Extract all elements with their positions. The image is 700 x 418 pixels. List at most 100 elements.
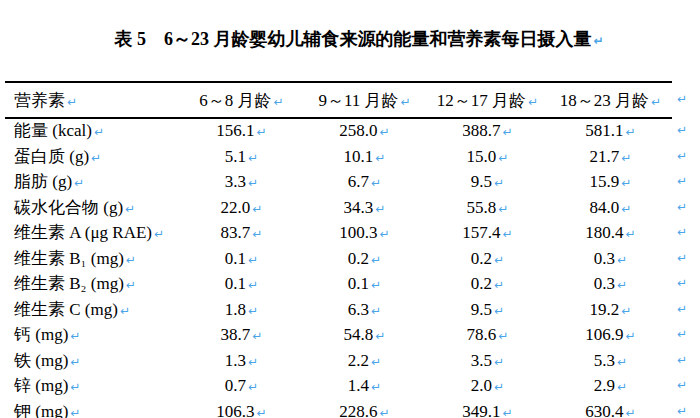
value-cell: 2.2↵ bbox=[303, 349, 426, 375]
row-end-cell: ↵ bbox=[672, 298, 698, 324]
paragraph-mark-icon: ↵ bbox=[492, 176, 504, 190]
cell-value: 22.0 bbox=[221, 198, 251, 217]
cell-value: 0.3 bbox=[594, 249, 615, 268]
paragraph-mark-icon: ↵ bbox=[615, 253, 627, 267]
header-row: 营养素↵ 6～8 月龄↵ 9～11 月龄↵ 12～17 月龄↵ 18～23 月龄… bbox=[5, 82, 698, 118]
value-cell: 0.1↵ bbox=[180, 247, 303, 273]
table-caption-text: 表 5 6～23 月龄婴幼儿辅食来源的能量和营养素每日摄入量 bbox=[114, 29, 591, 49]
paragraph-mark-icon: ↵ bbox=[89, 151, 101, 165]
value-cell: 1.4↵ bbox=[303, 374, 426, 400]
paragraph-mark-icon: ↵ bbox=[378, 406, 390, 418]
cell-value: 388.7 bbox=[462, 121, 500, 140]
paragraph-mark-icon: ↵ bbox=[72, 176, 84, 190]
paragraph-mark-icon: ↵ bbox=[65, 95, 77, 109]
row-end-mark-icon: ↵ bbox=[677, 276, 687, 290]
paragraph-mark-icon: ↵ bbox=[492, 304, 504, 318]
paragraph-mark-icon: ↵ bbox=[492, 253, 504, 267]
row-end-cell: ↵ bbox=[672, 145, 698, 171]
cell-value: 83.7 bbox=[221, 223, 251, 242]
cell-value: 9.5 bbox=[471, 172, 492, 191]
table-row: 维生素 C (mg)↵1.8↵6.3↵9.5↵19.2↵↵ bbox=[5, 298, 698, 324]
paragraph-mark-icon: ↵ bbox=[246, 176, 258, 190]
nutrient-label: 维生素 B₂ (mg) bbox=[14, 274, 124, 293]
paragraph-mark-icon: ↵ bbox=[615, 355, 627, 369]
paragraph-mark-icon: ↵ bbox=[246, 253, 258, 267]
column-header-label: 6～8 月龄 bbox=[199, 91, 271, 110]
value-cell: 0.2↵ bbox=[426, 272, 549, 298]
nutrient-label-cell: 蛋白质 (g)↵ bbox=[5, 145, 180, 171]
value-cell: 388.7↵ bbox=[426, 118, 549, 145]
cell-value: 34.3 bbox=[344, 198, 374, 217]
nutrient-label: 脂肪 (g) bbox=[14, 172, 72, 191]
paragraph-mark-icon: ↵ bbox=[619, 202, 631, 216]
cell-value: 54.8 bbox=[344, 325, 374, 344]
nutrient-label-cell: 锌 (mg)↵ bbox=[5, 374, 180, 400]
paragraph-mark-icon: ↵ bbox=[255, 125, 267, 139]
table-row: 钾 (mg)↵106.3↵228.6↵349.1↵630.4↵↵ bbox=[5, 400, 698, 418]
paragraph-mark-icon: ↵ bbox=[501, 406, 513, 418]
cell-value: 6.7 bbox=[348, 172, 369, 191]
cell-value: 156.1 bbox=[216, 121, 254, 140]
nutrient-label: 锌 (mg) bbox=[14, 376, 68, 395]
paragraph-mark-icon: ↵ bbox=[68, 329, 80, 343]
value-cell: 157.4↵ bbox=[426, 221, 549, 247]
cell-value: 5.1 bbox=[225, 147, 246, 166]
nutrient-label-cell: 能量 (kcal)↵ bbox=[5, 118, 180, 145]
table-row: 脂肪 (g)↵3.3↵6.7↵9.5↵15.9↵↵ bbox=[5, 170, 698, 196]
paragraph-mark-icon: ↵ bbox=[492, 380, 504, 394]
table-row: 蛋白质 (g)↵5.1↵10.1↵15.0↵21.7↵↵ bbox=[5, 145, 698, 171]
value-cell: 15.0↵ bbox=[426, 145, 549, 171]
paragraph-mark-icon: ↵ bbox=[123, 202, 135, 216]
value-cell: 3.5↵ bbox=[426, 349, 549, 375]
paragraph-mark-icon: ↵ bbox=[246, 304, 258, 318]
value-cell: 3.3↵ bbox=[180, 170, 303, 196]
value-cell: 78.6↵ bbox=[426, 323, 549, 349]
row-end-cell: ↵ bbox=[672, 323, 698, 349]
value-cell: 19.2↵ bbox=[549, 298, 672, 324]
column-header-6-8: 6～8 月龄↵ bbox=[180, 82, 303, 118]
value-cell: 9.5↵ bbox=[426, 298, 549, 324]
row-end-mark-icon: ↵ bbox=[677, 378, 687, 392]
paragraph-mark-icon: ↵ bbox=[246, 278, 258, 292]
nutrient-label-cell: 钾 (mg)↵ bbox=[5, 400, 180, 418]
paragraph-mark-icon: ↵ bbox=[501, 227, 513, 241]
cell-value: 5.3 bbox=[594, 351, 615, 370]
paragraph-mark-icon: ↵ bbox=[246, 151, 258, 165]
value-cell: 0.3↵ bbox=[549, 247, 672, 273]
cell-value: 3.3 bbox=[225, 172, 246, 191]
paragraph-mark-icon: ↵ bbox=[501, 125, 513, 139]
value-cell: 38.7↵ bbox=[180, 323, 303, 349]
row-end-mark-icon: ↵ bbox=[677, 149, 687, 163]
table-row: 铁 (mg)↵1.3↵2.2↵3.5↵5.3↵↵ bbox=[5, 349, 698, 375]
nutrient-intake-table: 营养素↵ 6～8 月龄↵ 9～11 月龄↵ 12～17 月龄↵ 18～23 月龄… bbox=[5, 81, 698, 418]
cell-value: 38.7 bbox=[221, 325, 251, 344]
value-cell: 34.3↵ bbox=[303, 196, 426, 222]
cell-value: 1.4 bbox=[348, 376, 369, 395]
cell-value: 258.0 bbox=[339, 121, 377, 140]
cell-value: 0.2 bbox=[471, 249, 492, 268]
value-cell: 228.6↵ bbox=[303, 400, 426, 418]
row-end-cell: ↵ bbox=[672, 118, 698, 145]
value-cell: 156.1↵ bbox=[180, 118, 303, 145]
row-end-mark-icon: ↵ bbox=[677, 174, 687, 188]
paragraph-mark-icon: ↵ bbox=[619, 304, 631, 318]
value-cell: 83.7↵ bbox=[180, 221, 303, 247]
nutrient-label: 钾 (mg) bbox=[14, 402, 68, 418]
cell-value: 0.1 bbox=[225, 274, 246, 293]
cell-value: 84.0 bbox=[590, 198, 620, 217]
paragraph-mark-icon: ↵ bbox=[624, 406, 636, 418]
row-end-cell: ↵ bbox=[672, 272, 698, 298]
cell-value: 21.7 bbox=[590, 147, 620, 166]
nutrient-label-cell: 维生素 A (μg RAE)↵ bbox=[5, 221, 180, 247]
column-header-label: 12～17 月龄 bbox=[437, 91, 526, 110]
row-end-cell: ↵ bbox=[672, 247, 698, 273]
value-cell: 2.0↵ bbox=[426, 374, 549, 400]
cell-value: 0.1 bbox=[348, 274, 369, 293]
row-end-mark-icon: ↵ bbox=[677, 251, 687, 265]
column-header-label: 9～11 月龄 bbox=[318, 91, 398, 110]
value-cell: 106.9↵ bbox=[549, 323, 672, 349]
value-cell: 581.1↵ bbox=[549, 118, 672, 145]
paragraph-mark-icon: ↵ bbox=[591, 34, 603, 48]
paragraph-mark-icon: ↵ bbox=[373, 202, 385, 216]
value-cell: 9.5↵ bbox=[426, 170, 549, 196]
